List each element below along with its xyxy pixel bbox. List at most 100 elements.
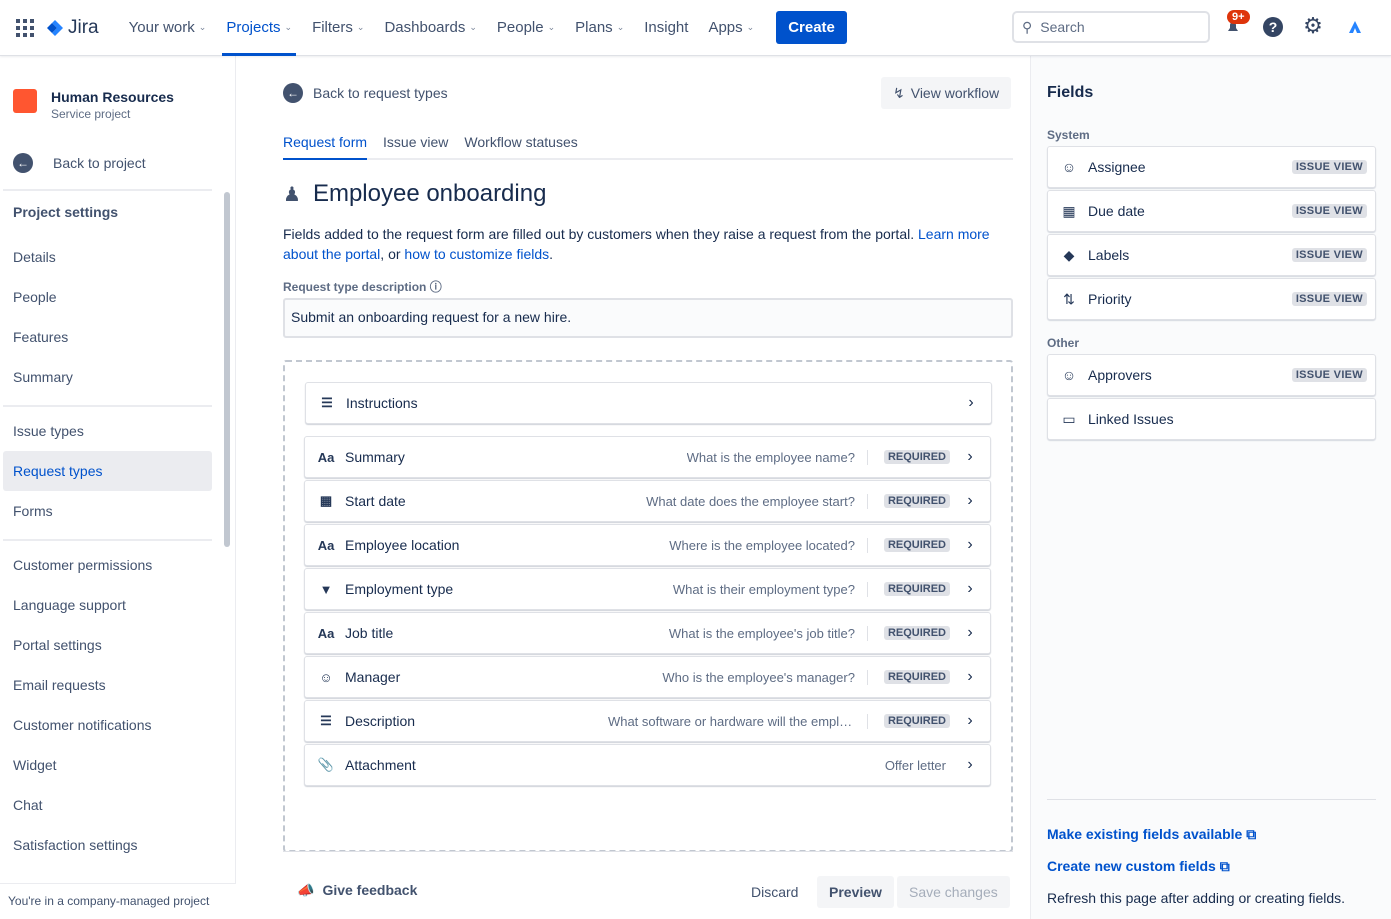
- sidebar-item-forms[interactable]: Forms: [13, 503, 53, 519]
- field-label: Employee location: [345, 537, 460, 553]
- tab-issue-view[interactable]: Issue view: [383, 134, 449, 150]
- create-custom-fields-link[interactable]: Create new custom fields ⧉: [1047, 858, 1230, 875]
- back-to-request-types-link[interactable]: ← Back to request types: [283, 83, 448, 103]
- field-label: Summary: [345, 449, 405, 465]
- workflow-icon: ↯: [893, 84, 905, 101]
- system-label: System: [1047, 128, 1090, 142]
- chevron-right-icon: ›: [967, 448, 973, 465]
- sidebar-heading: Project settings: [13, 204, 119, 220]
- sidebar-scrollbar[interactable]: [224, 192, 230, 547]
- main-nav: Your work ⌄ Projects ⌄ Filters ⌄ Dashboards ⌄ Pe…: [119, 0, 765, 56]
- chevron-right-icon: ›: [967, 712, 973, 729]
- nav-label: People: [496, 19, 544, 36]
- available-field-labels[interactable]: ◆ Labels ISSUE VIEW: [1047, 234, 1376, 276]
- link-text[interactable]: Make existing fields available: [1047, 826, 1243, 842]
- field-label: Labels: [1088, 247, 1130, 263]
- nav-your-work[interactable]: Your work ⌄: [119, 0, 217, 56]
- sidebar-item-language-support[interactable]: Language support: [13, 597, 126, 613]
- customize-fields-link[interactable]: how to customize fields: [404, 246, 550, 262]
- nav-dashboards[interactable]: Dashboards ⌄: [374, 0, 486, 56]
- available-field-assignee[interactable]: ☺ Assignee ISSUE VIEW: [1047, 146, 1376, 188]
- required-badge: REQUIRED: [883, 538, 950, 552]
- sidebar-item-portal-settings[interactable]: Portal settings: [13, 637, 102, 653]
- form-field-instructions[interactable]: ☰ Instructions ›: [305, 382, 992, 424]
- nav-people[interactable]: People ⌄: [487, 0, 565, 56]
- jira-logo[interactable]: Jira: [46, 17, 99, 39]
- info-icon[interactable]: ⓘ: [429, 280, 442, 294]
- chevron-right-icon: ›: [968, 394, 974, 411]
- page-title: Employee onboarding: [312, 180, 547, 207]
- discard-button[interactable]: Discard: [751, 884, 799, 900]
- sidebar-item-customer-notifications[interactable]: Customer notifications: [13, 717, 152, 733]
- divider: [3, 405, 212, 407]
- back-label: Back to project: [53, 155, 146, 171]
- view-workflow-button[interactable]: ↯ View workflow: [881, 77, 1012, 109]
- field-label: Approvers: [1088, 367, 1152, 383]
- preview-button[interactable]: Preview: [817, 876, 894, 908]
- back-to-project-link[interactable]: ← Back to project: [3, 143, 212, 183]
- available-field-priority[interactable]: ⇅ Priority ISSUE VIEW: [1047, 278, 1376, 320]
- make-fields-available-link[interactable]: Make existing fields available ⧉: [1047, 826, 1256, 843]
- nav-filters[interactable]: Filters ⌄: [302, 0, 374, 56]
- calendar-icon: ▦: [319, 493, 333, 508]
- arrow-left-icon: ←: [13, 153, 33, 173]
- sidebar-item-customer-permissions[interactable]: Customer permissions: [13, 557, 153, 573]
- sidebar-item-chat[interactable]: Chat: [13, 797, 43, 813]
- field-label: Start date: [345, 493, 406, 509]
- sidebar-item-details[interactable]: Details: [13, 249, 56, 265]
- sidebar-item-people[interactable]: People: [13, 289, 57, 305]
- search-input[interactable]: ⚲ Search: [1012, 11, 1210, 43]
- atlassian-profile-icon[interactable]: [1346, 18, 1364, 36]
- field-hint: What is their employment type?: [673, 581, 868, 597]
- sidebar-item-widget[interactable]: Widget: [13, 757, 57, 773]
- text-icon: Aa: [317, 449, 335, 465]
- notifications-bell-icon[interactable]: [1224, 18, 1242, 36]
- nav-insight[interactable]: Insight: [634, 0, 698, 56]
- form-field-description[interactable]: ☰ Description What software or hardware wi…: [304, 700, 991, 742]
- available-field-approvers[interactable]: ☺ Approvers ISSUE VIEW: [1047, 354, 1376, 396]
- settings-gear-icon[interactable]: ⚙: [1303, 13, 1323, 38]
- sidebar-item-features[interactable]: Features: [13, 329, 69, 345]
- search-placeholder: Search: [1040, 19, 1085, 35]
- available-field-linked-issues[interactable]: ▭ Linked Issues: [1047, 398, 1376, 440]
- form-field-attachment[interactable]: 📎 Attachment Offer letter ›: [304, 744, 991, 786]
- save-changes-button[interactable]: Save changes: [897, 876, 1010, 908]
- form-field-employment-type[interactable]: ▼ Employment type What is their employment…: [304, 568, 991, 610]
- tab-request-form[interactable]: Request form: [283, 134, 368, 160]
- app-switcher-icon[interactable]: [16, 18, 34, 37]
- sidebar-item-request-types[interactable]: Request types: [3, 451, 212, 491]
- person-add-icon: ♟: [283, 183, 301, 206]
- link-text[interactable]: Create new custom fields: [1047, 858, 1216, 874]
- request-type-description-input[interactable]: Submit an onboarding request for a new h…: [283, 298, 1013, 338]
- other-label: Other: [1047, 336, 1080, 350]
- form-field-employee-location[interactable]: Aa Employee location Where is the employee…: [304, 524, 991, 566]
- sidebar-item-satisfaction-settings[interactable]: Satisfaction settings: [13, 837, 138, 853]
- give-feedback-button[interactable]: 📣 Give feedback: [297, 882, 417, 899]
- form-field-start-date[interactable]: ▦ Start date What date does the employee s…: [304, 480, 991, 522]
- sidebar-item-issue-types[interactable]: Issue types: [13, 423, 84, 439]
- arrow-left-icon: ←: [283, 83, 303, 103]
- help-icon[interactable]: ?: [1263, 17, 1283, 37]
- available-field-due-date[interactable]: ▦ Due date ISSUE VIEW: [1047, 190, 1376, 232]
- nav-projects[interactable]: Projects ⌄: [216, 0, 302, 56]
- required-badge: REQUIRED: [883, 626, 950, 640]
- chevron-down-icon: ⌄: [198, 22, 207, 32]
- external-link-icon: ⧉: [1246, 826, 1257, 842]
- create-button[interactable]: Create: [776, 11, 847, 44]
- required-badge: REQUIRED: [883, 670, 950, 684]
- form-field-manager[interactable]: ☺ Manager Who is the employee's manager? RE…: [304, 656, 991, 698]
- nav-plans[interactable]: Plans ⌄: [565, 0, 634, 56]
- form-field-job-title[interactable]: Aa Job title What is the employee's job ti…: [304, 612, 991, 654]
- form-field-summary[interactable]: Aa Summary What is the employee name? REQUI…: [304, 436, 991, 478]
- project-header[interactable]: Human Resources Service project: [13, 89, 174, 121]
- description-label: Request type description: [283, 280, 427, 294]
- issue-view-badge: ISSUE VIEW: [1291, 292, 1367, 306]
- sidebar-item-summary[interactable]: Summary: [13, 369, 73, 385]
- tab-workflow-statuses[interactable]: Workflow statuses: [464, 134, 578, 150]
- nav-apps[interactable]: Apps ⌄: [698, 0, 764, 56]
- intro-mid: , or: [380, 246, 405, 262]
- field-hint: Where is the employee located?: [669, 537, 868, 553]
- chevron-right-icon: ›: [967, 536, 973, 553]
- learn-portal-link[interactable]: Learn more about the portal: [283, 226, 990, 262]
- sidebar-item-email-requests[interactable]: Email requests: [13, 677, 106, 693]
